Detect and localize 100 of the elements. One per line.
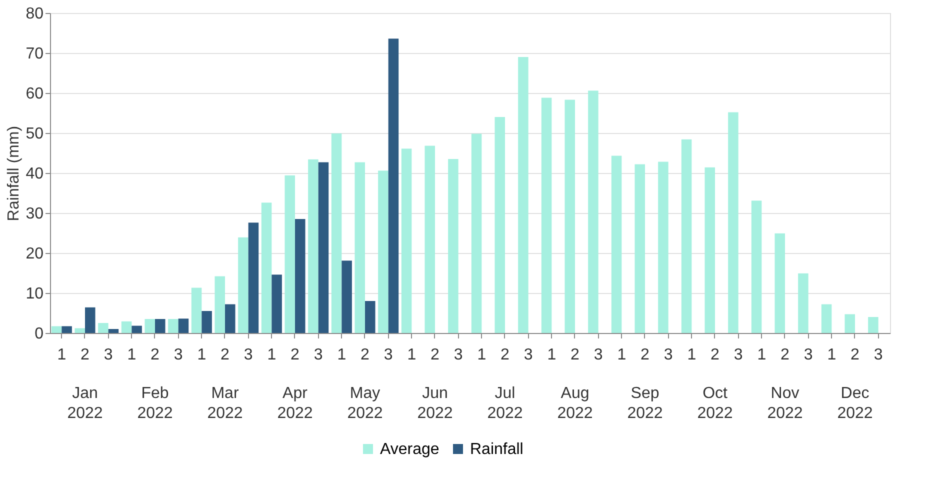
x-tick-label: 1 [687,346,696,364]
text: Oct 2022 [697,385,733,422]
x-tick-label: 3 [244,346,253,364]
bar [342,260,352,333]
x-tick-label: 1 [197,346,206,364]
y-tick-label: 60 [26,86,44,102]
bar [214,276,225,333]
text: Jun 2022 [417,385,453,422]
bar [85,307,96,333]
x-tick-label: 2 [290,346,300,364]
x-tick-label: 2 [640,346,650,364]
x-tick-label: 2 [150,346,160,364]
bar [751,200,762,333]
bar [272,274,282,333]
bar [658,162,668,333]
x-tick-label: 1 [617,346,626,364]
x-tick-label: 2 [500,346,510,364]
bar [541,98,552,333]
text: Mar 2022 [207,385,243,422]
bar [202,311,212,333]
x-tick-label: 2 [80,346,90,364]
bar [108,329,119,333]
x-tick-label: 3 [734,346,743,364]
bar [728,112,738,333]
bar [261,202,272,333]
bar [51,326,62,333]
bar [178,318,189,333]
bar [331,133,342,333]
bar [132,326,142,333]
x-tick-label: 3 [314,346,323,364]
text: Aug 2022 [557,385,593,422]
x-tick-label: 2 [780,346,790,364]
bar [155,319,166,333]
x-tick-label: 3 [594,346,603,364]
bar [308,159,318,333]
x-tick-label: 1 [827,346,836,364]
text: Feb 2022 [137,385,173,422]
bar [121,321,132,333]
y-tick-label: 20 [26,246,44,262]
text: Apr 2022 [277,385,313,422]
bar [388,38,399,333]
legend-label: Rainfall [470,441,524,458]
x-tick-label: 3 [664,346,673,364]
bar [74,328,85,333]
y-tick-label: 70 [26,46,44,62]
text: Jan 2022 [67,385,103,422]
bar [225,304,236,333]
bar [588,90,598,333]
x-tick-label: 2 [710,346,720,364]
text: Sep 2022 [627,385,663,422]
y-tick-label: 40 [26,166,44,182]
bar [365,301,376,333]
bar [798,273,808,333]
bar [518,57,528,333]
bar [868,317,878,333]
bar [774,233,785,333]
bar [168,319,178,333]
x-tick-label: 1 [407,346,416,364]
text: Jul 2022 [487,385,523,422]
legend-label: Average [380,441,440,458]
bar [448,159,458,333]
x-tick-label: 2 [220,346,230,364]
bar [248,222,259,333]
bar [318,162,329,333]
bar [401,148,412,333]
bar [494,117,505,333]
bar [424,146,435,333]
x-tick-label: 3 [804,346,813,364]
bar [238,237,248,333]
bar [704,167,715,333]
text: Dec 2022 [837,385,873,422]
y-tick-label: 80 [26,6,44,22]
bar [634,164,645,333]
x-tick-label: 1 [757,346,766,364]
bar [354,162,365,333]
x-tick-label: 1 [127,346,136,364]
bar [191,288,202,333]
y-tick-label: 50 [26,126,44,142]
bar [378,170,388,333]
x-tick-label: 3 [454,346,463,364]
x-tick-label: 3 [874,346,883,364]
x-tick-label: 2 [430,346,440,364]
x-tick-label: 3 [524,346,533,364]
y-tick-label: 30 [26,206,44,222]
text: Nov 2022 [767,385,803,422]
x-tick-label: 2 [570,346,580,364]
bar [284,175,295,333]
bar [62,326,72,333]
x-tick-label: 3 [384,346,393,364]
y-axis-title: Rainfall (mm) [6,126,23,222]
y-tick-label: 0 [34,326,44,342]
x-tick-label: 3 [104,346,113,364]
bar [295,219,306,333]
x-tick-label: 1 [477,346,486,364]
bar [144,319,155,333]
x-tick-label: 1 [337,346,346,364]
bar [564,100,575,333]
bar [471,134,482,333]
bar [844,314,855,333]
x-tick-label: 2 [850,346,860,364]
